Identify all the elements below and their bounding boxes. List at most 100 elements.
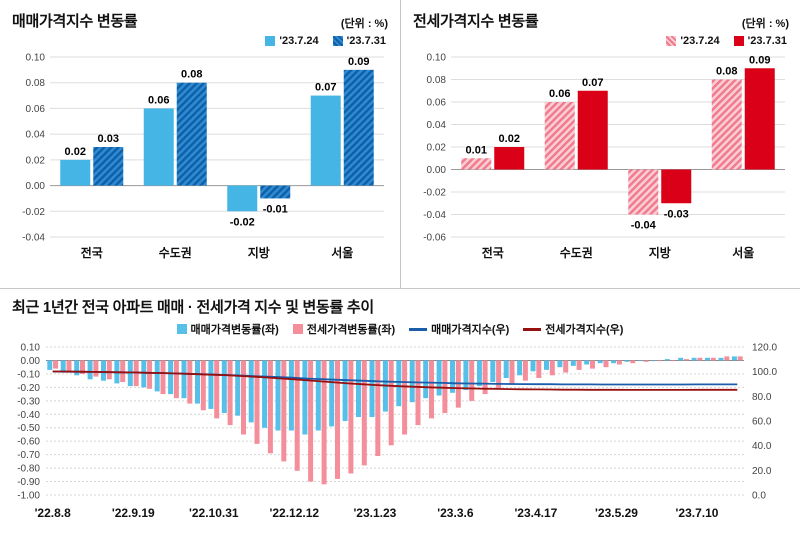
bar <box>476 360 482 387</box>
bar <box>294 360 300 471</box>
value-label: 0.06 <box>148 94 169 106</box>
bar <box>343 69 374 186</box>
bar <box>577 90 608 170</box>
value-label: 0.03 <box>98 133 119 145</box>
bar <box>494 147 525 170</box>
bar <box>195 360 200 404</box>
bar <box>275 360 281 431</box>
line-swatch <box>409 327 428 331</box>
bar <box>235 360 241 416</box>
bar <box>143 108 174 186</box>
value-label: 0.07 <box>315 82 336 94</box>
category-label: 전국 <box>81 245 103 260</box>
bar <box>611 360 617 364</box>
left-tick-label: -0.20 <box>17 383 40 394</box>
bar <box>570 360 576 366</box>
legend-item: '23.7.24 <box>265 35 319 47</box>
bar <box>710 357 716 361</box>
value-label: 0.09 <box>749 54 770 66</box>
value-label: -0.02 <box>230 216 255 228</box>
bar <box>670 360 676 362</box>
category-label: 서울 <box>732 245 754 260</box>
bar <box>388 360 394 446</box>
bar <box>281 360 287 462</box>
bar <box>436 360 442 396</box>
legend-item: 매매가격변동률(좌) <box>176 321 279 337</box>
bar <box>737 356 743 361</box>
trend-chart-title: 최근 1년간 전국 아파트 매매 · 전세가격 지수 및 변동률 추이 <box>12 299 374 316</box>
bar <box>664 359 670 361</box>
bar <box>260 185 291 199</box>
color-swatch <box>666 36 677 46</box>
y-tick-label: 0.08 <box>26 78 46 89</box>
x-tick-label: '23.1.23 <box>353 506 396 520</box>
value-label: 0.06 <box>549 88 570 100</box>
bar <box>60 159 91 186</box>
bar <box>214 360 220 419</box>
bar <box>335 360 340 479</box>
legend-label: '23.7.31 <box>747 35 787 47</box>
bar <box>628 169 659 215</box>
left-tick-label: -0.50 <box>17 423 40 434</box>
bar <box>315 360 321 431</box>
legend-item: 매매가격지수(우) <box>409 321 509 337</box>
right-tick-label: 60.0 <box>752 417 772 428</box>
bar <box>173 360 179 399</box>
bar <box>254 360 260 444</box>
bar <box>47 360 53 370</box>
bar <box>522 360 528 381</box>
top-charts-row: 매매가격지수 변동률 (단위 : %) '23.7.24 '23.7.31 0.1… <box>0 0 800 289</box>
y-tick-label: 0.02 <box>26 155 46 166</box>
legend-label: 매매가격지수(우) <box>431 324 510 336</box>
bar <box>597 360 603 364</box>
bar <box>227 360 233 426</box>
bar <box>643 360 649 362</box>
bar <box>705 357 710 361</box>
left-tick-label: 0.00 <box>21 356 41 367</box>
right-tick-label: 120.0 <box>752 343 777 354</box>
y-tick-label: 0.08 <box>427 75 447 86</box>
bar <box>509 360 515 385</box>
y-tick-label: 0.10 <box>427 53 447 64</box>
color-swatch <box>733 36 744 46</box>
bar <box>450 360 455 393</box>
x-tick-label: '23.3.6 <box>437 506 474 520</box>
bar <box>503 360 509 378</box>
bar <box>141 360 147 388</box>
left-tick-label: -0.70 <box>17 450 40 461</box>
bar <box>549 360 555 376</box>
bar <box>463 360 469 391</box>
trend-combo-chart: 0.10 0.00 -0.10 -0.20 -0.30 -0.40 -0.50 -0.60 -0… <box>17 343 777 521</box>
bar <box>590 360 595 369</box>
bar <box>409 360 415 403</box>
sale-panel-header: 매매가격지수 변동률 (단위 : %) <box>12 10 388 31</box>
bar <box>101 360 106 381</box>
bar <box>544 360 549 370</box>
trend-chart-legend: 매매가격변동률(좌) 전세가격변동률(좌) 매매가격지수(우) 전세가격지수(우) <box>0 321 800 337</box>
bar <box>93 360 99 377</box>
left-tick-label: 0.10 <box>21 343 41 354</box>
bar <box>536 360 542 378</box>
bar <box>530 360 536 372</box>
bar <box>624 360 630 362</box>
value-label: 0.02 <box>499 133 520 145</box>
legend-label: 매매가격변동률(좌) <box>190 324 279 336</box>
bar <box>147 360 153 389</box>
bar <box>168 360 174 395</box>
left-tick-label: -0.10 <box>17 369 40 380</box>
bar <box>718 357 724 361</box>
bar <box>80 360 85 374</box>
y-tick-label: -0.02 <box>22 207 45 218</box>
color-swatch <box>265 36 276 46</box>
bar <box>415 360 421 426</box>
bar <box>603 360 609 368</box>
sale-chart-legend: '23.7.24 '23.7.31 <box>12 35 386 47</box>
legend-label: '23.7.31 <box>346 35 386 47</box>
bar <box>348 360 354 474</box>
y-tick-label: 0.06 <box>427 98 447 109</box>
bar <box>375 360 381 456</box>
bar <box>616 360 622 365</box>
jeonse-chart-legend: '23.7.24 '23.7.31 <box>413 35 787 47</box>
y-tick-label: 0.06 <box>26 104 46 115</box>
right-tick-label: 100.0 <box>752 367 777 378</box>
